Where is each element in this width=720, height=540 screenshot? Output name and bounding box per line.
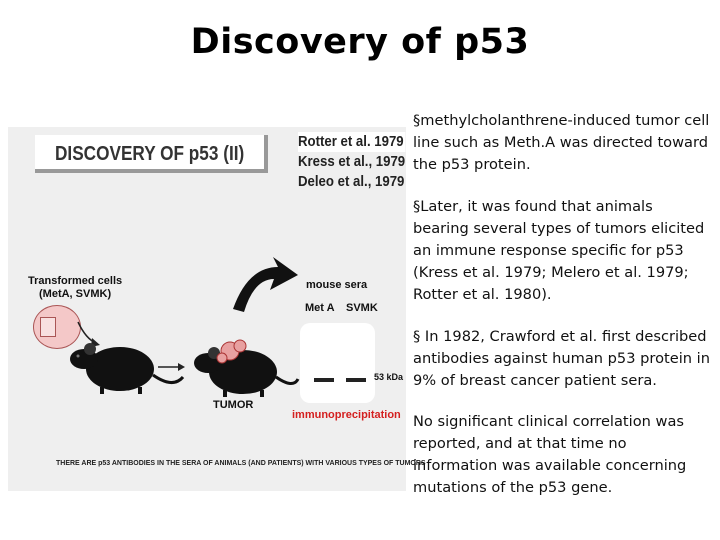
reference-item: Deleo et al., 1979 xyxy=(298,173,405,190)
cell-lines-label: (MetA, SVMK) xyxy=(39,288,112,300)
reference-item: Kress et al., 1979 xyxy=(298,153,406,170)
tumor-mouse-icon xyxy=(194,339,300,397)
western-blot xyxy=(300,323,375,403)
bullet-paragraph: §Later, it was found that animals bearin… xyxy=(413,198,705,303)
blot-band xyxy=(314,378,334,382)
reference-item: Rotter et al. 1979 xyxy=(298,132,406,152)
blot-band xyxy=(346,378,366,382)
figure-footer: THERE ARE p53 ANTIBODIES IN THE SERA OF … xyxy=(56,460,426,467)
figure-banner: DISCOVERY OF p53 (II) xyxy=(35,135,268,173)
reference-list: Rotter et al. 1979 Kress et al., 1979 De… xyxy=(298,132,420,192)
slide-title: Discovery of p53 xyxy=(190,22,530,62)
figure-panel: DISCOVERY OF p53 (II) Rotter et al. 1979… xyxy=(8,127,426,491)
bullet-paragraph: § In 1982, Crawford et al. first describ… xyxy=(413,328,710,389)
lane-label-meta: Met A xyxy=(305,302,335,314)
cell-icon xyxy=(33,305,81,349)
mouse-icon xyxy=(70,343,185,394)
bullet-paragraph: §methylcholanthrene-induced tumor cell l… xyxy=(413,112,710,173)
lane-label-svmk: SVMK xyxy=(346,302,378,314)
figure-illustration xyxy=(70,257,300,397)
immunoprecipitation-label: immunoprecipitation xyxy=(292,409,401,421)
bullet-text-column: §methylcholanthrene-induced tumor cell l… xyxy=(413,110,713,519)
kda-label: 53 kDa xyxy=(374,372,404,382)
transformed-cells-label: Transformed cells xyxy=(28,275,123,287)
curved-arrow-icon xyxy=(233,257,298,312)
mouse-sera-label: mouse sera xyxy=(306,279,368,291)
bullet-paragraph: No significant clinical correlation was … xyxy=(413,413,687,496)
figure-banner-text: DISCOVERY OF p53 (II) xyxy=(55,143,245,165)
tumor-label: TUMOR xyxy=(213,399,254,411)
arrowhead-icon xyxy=(178,363,185,371)
